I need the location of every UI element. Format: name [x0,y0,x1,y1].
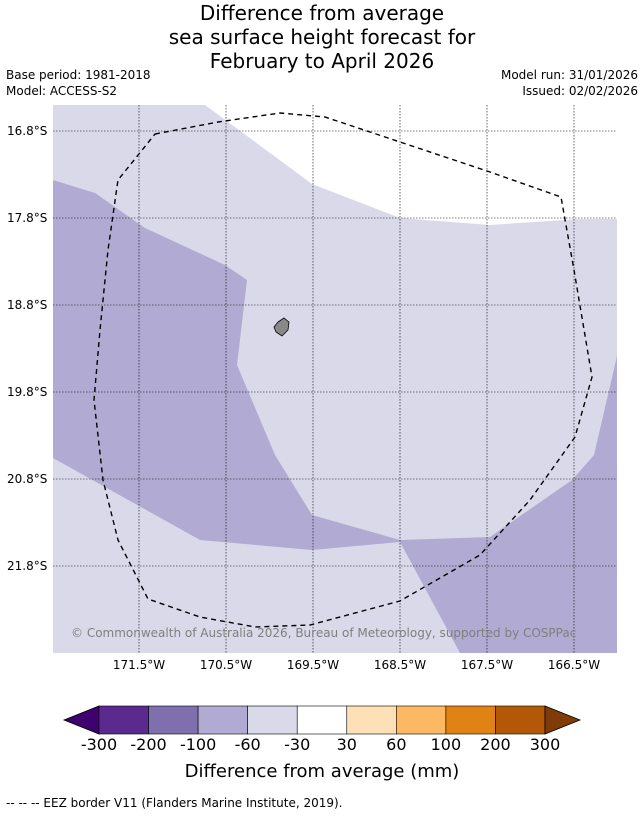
colorbar-tick-label: -200 [130,735,167,754]
model-run: Model run: 31/01/2026 [500,68,638,82]
lat-label: 21.8°S [7,559,47,573]
colorbar-tick-label: 30 [336,735,357,754]
title-line-1: Difference from average [199,1,445,25]
lat-label: 18.8°S [7,298,47,312]
colorbar-extend-high [544,705,582,735]
map-canvas: © Commonwealth of Australia 2026, Bureau… [7,105,617,672]
map-area: © Commonwealth of Australia 2026, Bureau… [53,105,617,653]
lat-label: 19.8°S [7,385,47,399]
lon-label: 171.5°W [113,658,165,672]
colorbar-segment [346,705,397,735]
colorbar-tick-label: 200 [480,735,511,754]
colorbar-tick-label: -100 [179,735,217,754]
lon-label: 166.5°W [548,658,600,672]
lat-label: 20.8°S [7,472,47,486]
anomaly-region-dark-west [53,180,617,653]
colorbar-tick-label: 60 [386,735,407,754]
lon-label: 168.5°W [374,658,426,672]
lon-label: 167.5°W [461,658,513,672]
meta-left: Base period: 1981-2018 Model: ACCESS-S2 [6,67,151,99]
title-line-3: February to April 2026 [209,49,435,73]
colorbar-extend-low [62,705,100,735]
model-name: Model: ACCESS-S2 [6,84,118,98]
latitude-labels: 16.8°S 17.8°S 18.8°S 19.8°S 20.8°S 21.8°… [7,124,47,573]
colorbar-segment [495,705,546,735]
colorbar-segment [98,705,149,735]
lon-label: 169.5°W [287,658,339,672]
chart-title: Difference from average sea surface heig… [0,1,644,73]
neutral-region [205,105,617,225]
colorbar-segment [396,705,447,735]
colorbar-tick-label: -300 [80,735,118,754]
title-line-2: sea surface height forecast for [168,25,476,49]
colorbar [62,705,582,735]
colorbar-tick-label: 100 [430,735,462,754]
copyright-notice: © Commonwealth of Australia 2026, Bureau… [71,626,576,640]
colorbar-segment [445,705,496,735]
colorbar-tick-label: -30 [284,735,311,754]
issued-date: Issued: 02/02/2026 [522,84,638,98]
colorbar-segments [62,705,582,735]
island-shape [273,317,290,337]
base-period: Base period: 1981-2018 [6,68,151,82]
lon-label: 170.5°W [200,658,252,672]
graticule [53,105,617,653]
colorbar-segment [197,705,248,735]
colorbar-segment [296,705,348,735]
longitude-labels: 171.5°W 170.5°W 169.5°W 168.5°W 167.5°W … [113,658,600,672]
colorbar-segment [247,705,298,735]
colorbar-label: Difference from average (mm) [184,761,460,782]
eez-border [93,112,593,628]
colorbar-tick-label: -60 [234,735,261,754]
lat-label: 17.8°S [7,211,47,225]
colorbar-segment [148,705,199,735]
eez-legend-footer: -- -- -- EEZ border V11 (Flanders Marine… [6,796,343,810]
meta-right: Model run: 31/01/2026 Issued: 02/02/2026 [501,67,638,99]
colorbar-tick-label: 300 [529,735,561,754]
lat-label: 16.8°S [7,124,47,138]
